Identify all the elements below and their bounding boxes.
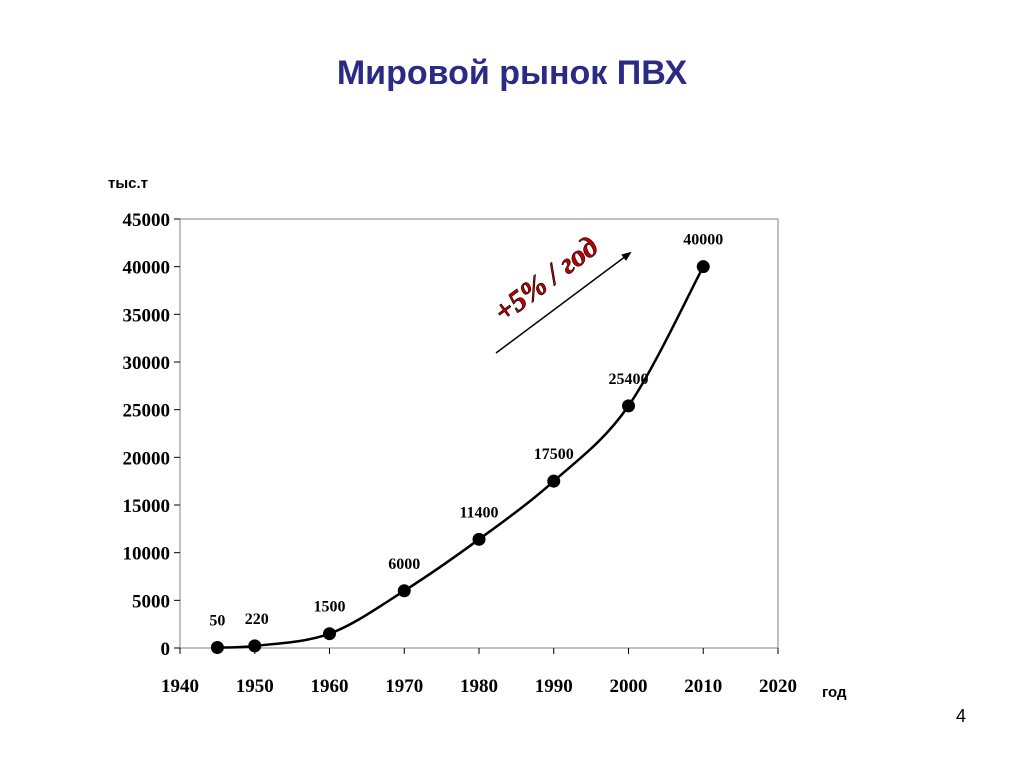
data-point <box>622 399 635 413</box>
y-tick-label: 35000 <box>123 305 171 326</box>
series-line <box>217 266 705 649</box>
data-point <box>323 627 336 641</box>
x-tick-label: 1950 <box>236 676 274 697</box>
trend-annotation: +5% / год <box>488 230 605 329</box>
x-tick-label: 2010 <box>684 676 722 697</box>
data-point <box>248 639 262 653</box>
x-tick-label: 1940 <box>161 676 199 697</box>
y-tick-label: 30000 <box>123 353 171 374</box>
slide-title: Мировой рынок ПВХ <box>336 54 688 92</box>
x-axis-label: год <box>822 684 847 701</box>
y-tick-label: 40000 <box>123 258 171 279</box>
data-point <box>210 641 224 655</box>
trend-arrow <box>495 251 632 354</box>
data-label: 11400 <box>459 504 498 521</box>
y-axis: 0 5000 10000 15000 20000 25000 30000 35000 40000… <box>123 210 180 660</box>
data-label: 1500 <box>314 599 346 616</box>
data-point <box>472 532 486 546</box>
data-labels: 50 220 1500 6000 11400 17500 25400 40000 <box>209 232 723 630</box>
y-tick-label: 5000 <box>132 591 170 612</box>
data-label: 220 <box>245 611 269 628</box>
data-label: 17500 <box>534 446 574 463</box>
y-axis-label: тыс.т <box>108 175 148 192</box>
data-points <box>210 260 710 655</box>
x-tick-label: 2000 <box>610 676 648 697</box>
y-tick-label: 45000 <box>123 210 171 231</box>
x-tick-label: 1970 <box>385 676 423 697</box>
page-number: 4 <box>955 706 966 726</box>
y-tick-label: 15000 <box>123 496 171 517</box>
x-tick-label: 1960 <box>311 676 349 697</box>
data-label: 25400 <box>609 371 649 388</box>
data-label: 50 <box>209 613 225 630</box>
data-point <box>547 474 561 488</box>
data-point <box>397 584 411 598</box>
data-label: 6000 <box>388 556 420 573</box>
y-tick-label: 0 <box>161 639 171 660</box>
plot-area <box>179 218 779 649</box>
y-tick-label: 25000 <box>123 401 171 422</box>
y-tick-label: 10000 <box>123 544 171 565</box>
data-label: 40000 <box>683 232 723 249</box>
y-tick-label: 20000 <box>123 448 171 469</box>
x-tick-label: 1990 <box>535 676 573 697</box>
data-point <box>696 260 710 274</box>
x-tick-label: 1980 <box>460 676 498 697</box>
x-tick-label: 2020 <box>759 676 797 697</box>
x-axis: 1940 1950 1960 1970 1980 1990 2000 2010 2020 <box>161 648 797 697</box>
